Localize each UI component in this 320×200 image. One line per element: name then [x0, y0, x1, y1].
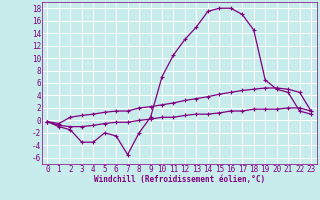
X-axis label: Windchill (Refroidissement éolien,°C): Windchill (Refroidissement éolien,°C) [94, 175, 265, 184]
